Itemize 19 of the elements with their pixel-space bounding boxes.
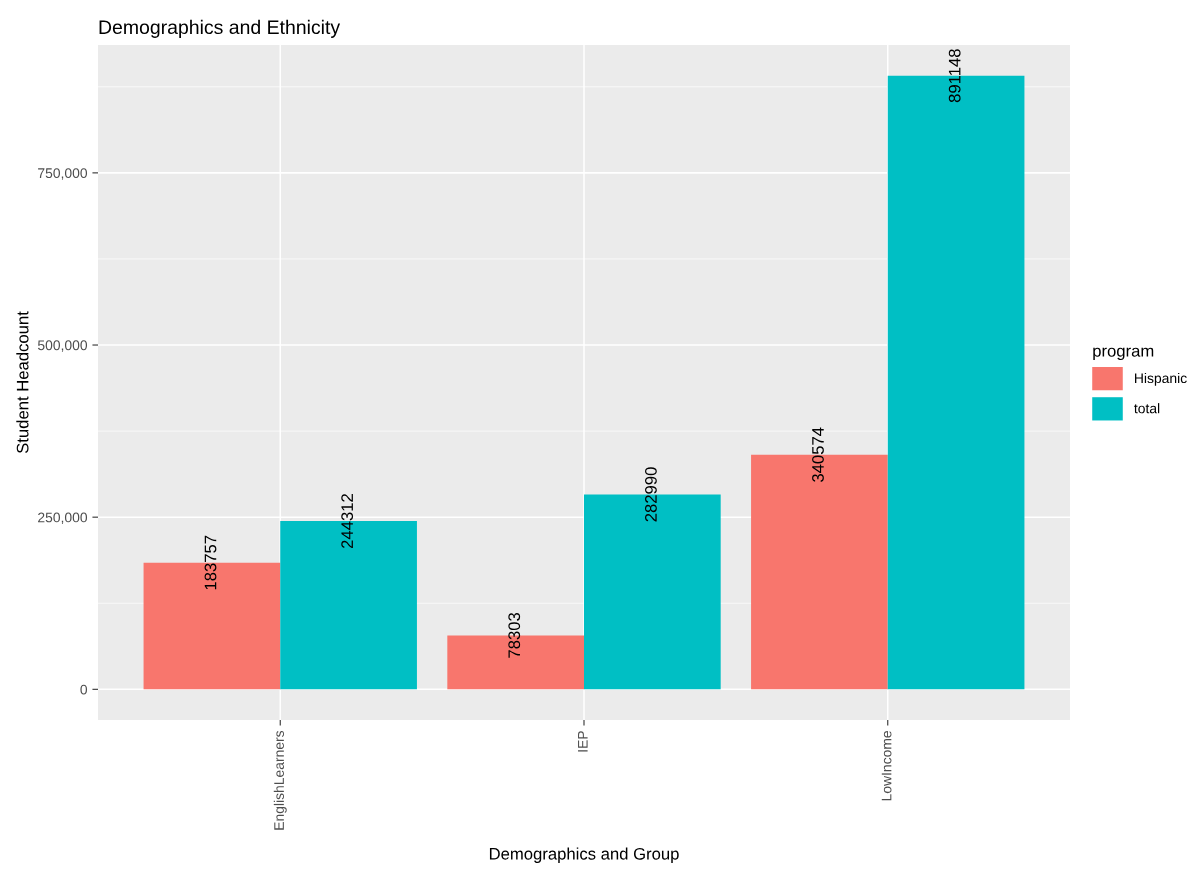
chart-title: Demographics and Ethnicity (99, 19, 341, 38)
x-tick-label: LowIncome (881, 731, 892, 801)
legend-label: Hispanic (1135, 372, 1187, 386)
data-label: 183757 (204, 535, 217, 590)
data-label: 282990 (645, 467, 657, 522)
y-tick-label: 0 (80, 684, 88, 695)
y-tick-label: 500,000 (37, 340, 88, 352)
y-tick-label: 250,000 (38, 512, 88, 524)
y-tick-label: 750,000 (38, 168, 88, 180)
data-label: 244312 (341, 494, 354, 549)
y-axis-title: Student Headcount (16, 311, 29, 454)
legend-label: total (1134, 403, 1160, 414)
data-label: 78303 (508, 612, 521, 658)
x-tick-label: IEP (578, 731, 588, 752)
data-label: 340574 (812, 427, 824, 482)
legend-title: program (1093, 347, 1154, 361)
x-tick-label: EnglishLearners (273, 730, 287, 830)
data-label: 891148 (948, 49, 961, 103)
x-axis-title: Demographics and Group (489, 847, 679, 863)
